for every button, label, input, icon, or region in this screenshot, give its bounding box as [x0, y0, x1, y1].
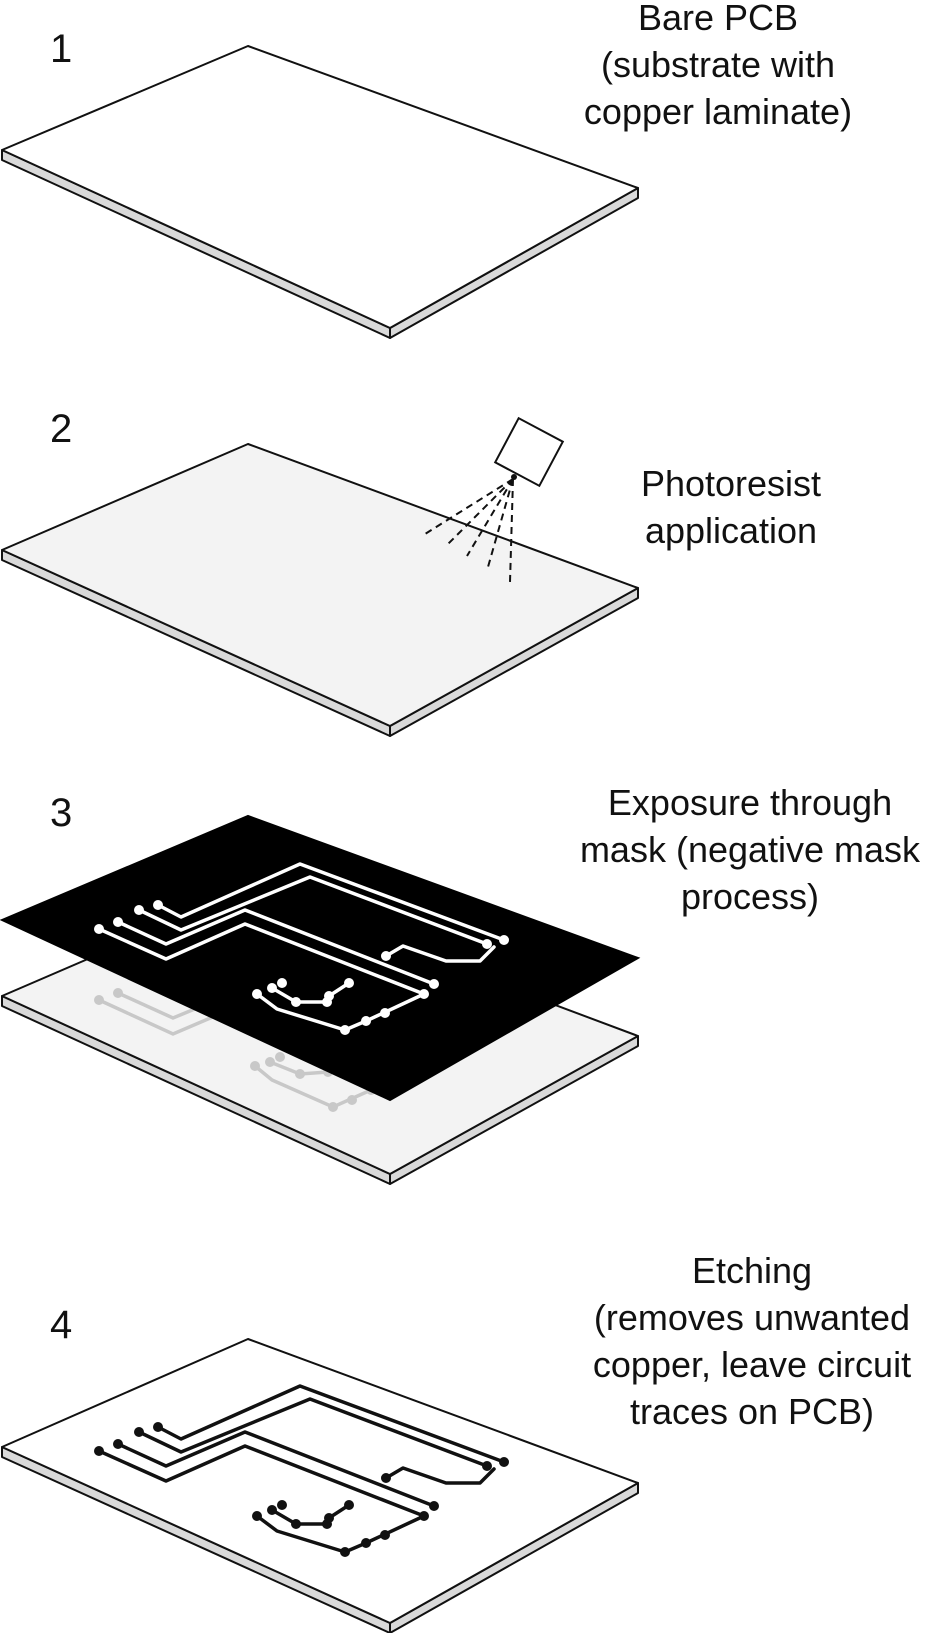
step-4-caption-line-2: (removes unwanted — [594, 1297, 910, 1338]
mask-transparent-pads — [94, 900, 509, 1035]
step-2-number: 2 — [50, 407, 72, 451]
step-1: 1 Bare PCB (substrate with copper lamina… — [1, 0, 852, 339]
spray-lines — [424, 478, 514, 583]
step-4-caption-line-1: Etching — [692, 1250, 812, 1291]
negative-mask — [0, 814, 641, 1102]
photoresist-surface — [1, 443, 639, 727]
step-1-caption-line-1: Bare PCB — [638, 0, 798, 38]
board-top-surface — [1, 45, 639, 329]
board-top-surface — [1, 1338, 639, 1624]
step-3-caption-line-1: Exposure through — [608, 782, 892, 823]
step-4-number: 4 — [50, 1303, 72, 1347]
step-3-number: 3 — [50, 791, 72, 835]
step-2-caption-line-1: Photoresist — [641, 463, 821, 504]
step-2: 2 Photoresist application — [1, 407, 821, 737]
copper-traces — [97, 1384, 506, 1554]
step-3-caption-line-2: mask (negative mask — [580, 829, 921, 870]
copper-pads — [94, 1422, 509, 1557]
step-4-caption-line-3: copper, leave circuit — [593, 1344, 911, 1385]
bare-pcb-board — [1, 45, 639, 339]
step-3-caption-line-3: process) — [681, 876, 819, 917]
step-4-caption-line-4: traces on PCB) — [630, 1391, 874, 1432]
etched-pcb-board — [1, 1338, 639, 1633]
step-1-caption-line-3: copper laminate) — [584, 91, 852, 132]
step-1-caption-line-2: (substrate with — [601, 44, 835, 85]
step-2-caption-line-2: application — [645, 510, 817, 551]
spray-nozzle-icon — [424, 416, 565, 583]
ghost-pads — [94, 988, 376, 1112]
spray-nozzle-body — [493, 416, 565, 488]
step-4: 4 Etching (removes unwanted copper, leav… — [1, 1250, 911, 1633]
step-3: 3 Exposure through mask (negative mask p… — [0, 782, 921, 1185]
step-1-number: 1 — [50, 27, 72, 71]
photoresist-coated-board — [1, 443, 639, 737]
